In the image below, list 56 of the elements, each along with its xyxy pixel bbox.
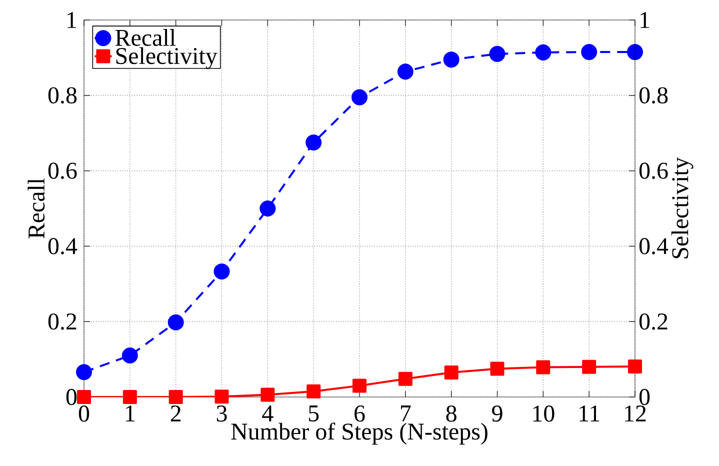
y-axis-title: Recall <box>28 178 45 238</box>
x-tick-label: 4 <box>262 406 274 422</box>
point <box>490 362 504 376</box>
y2-tick-label: 0.2 <box>639 313 668 330</box>
point <box>306 384 321 398</box>
legend-label: Selectivity <box>116 47 218 70</box>
point <box>76 364 92 380</box>
point <box>214 390 229 404</box>
y-tick-label: 0.6 <box>48 162 77 179</box>
point <box>444 365 458 380</box>
point <box>214 263 230 280</box>
x-tick-label: 7 <box>401 406 411 422</box>
point <box>122 390 137 404</box>
point <box>535 44 552 60</box>
point <box>352 378 367 393</box>
point <box>168 314 184 330</box>
y2-axis-title: Selectivity <box>671 157 694 258</box>
point <box>77 390 92 404</box>
x-tick-label: 8 <box>446 406 456 422</box>
x-axis-title: Number of Steps (N-steps) <box>231 422 488 445</box>
x-tick-label: 9 <box>492 406 502 422</box>
point <box>260 388 275 402</box>
y2-tick-label: 0.6 <box>639 162 668 179</box>
point <box>627 44 644 60</box>
point <box>628 359 642 374</box>
y-tick-label: 0.2 <box>48 313 76 330</box>
point <box>536 360 550 374</box>
x-tick-label: 11 <box>580 406 600 422</box>
point <box>582 360 596 374</box>
point <box>260 200 276 216</box>
y-tick-label: 0.8 <box>48 87 77 104</box>
point <box>306 134 322 151</box>
point <box>443 52 460 68</box>
x-tick-label: 2 <box>170 406 181 422</box>
y-tick-label: 0.4 <box>48 238 78 254</box>
x-tick-label: 10 <box>533 406 554 422</box>
point <box>489 46 506 62</box>
y2-tick-label: 1 <box>640 12 650 28</box>
y-tick-label: 1 <box>68 12 76 28</box>
y2-tick-label: 0 <box>639 388 650 406</box>
x-tick-label: 0 <box>78 406 90 422</box>
x-tick-label: 12 <box>625 406 646 422</box>
point <box>122 348 138 364</box>
x-tick-label: 1 <box>126 406 134 422</box>
x-tick-label: 5 <box>308 406 319 422</box>
y2-tick-label: 0.8 <box>639 87 668 104</box>
legend-label: Recall <box>115 29 176 46</box>
x-tick-label: 3 <box>216 406 227 422</box>
x-tick-label: 6 <box>354 406 365 422</box>
point <box>398 372 412 386</box>
y-tick-label: 0 <box>66 388 77 406</box>
point <box>168 390 183 404</box>
point <box>397 64 414 80</box>
point <box>352 89 368 106</box>
y2-tick-label: 0.4 <box>639 238 668 254</box>
point <box>581 44 598 60</box>
